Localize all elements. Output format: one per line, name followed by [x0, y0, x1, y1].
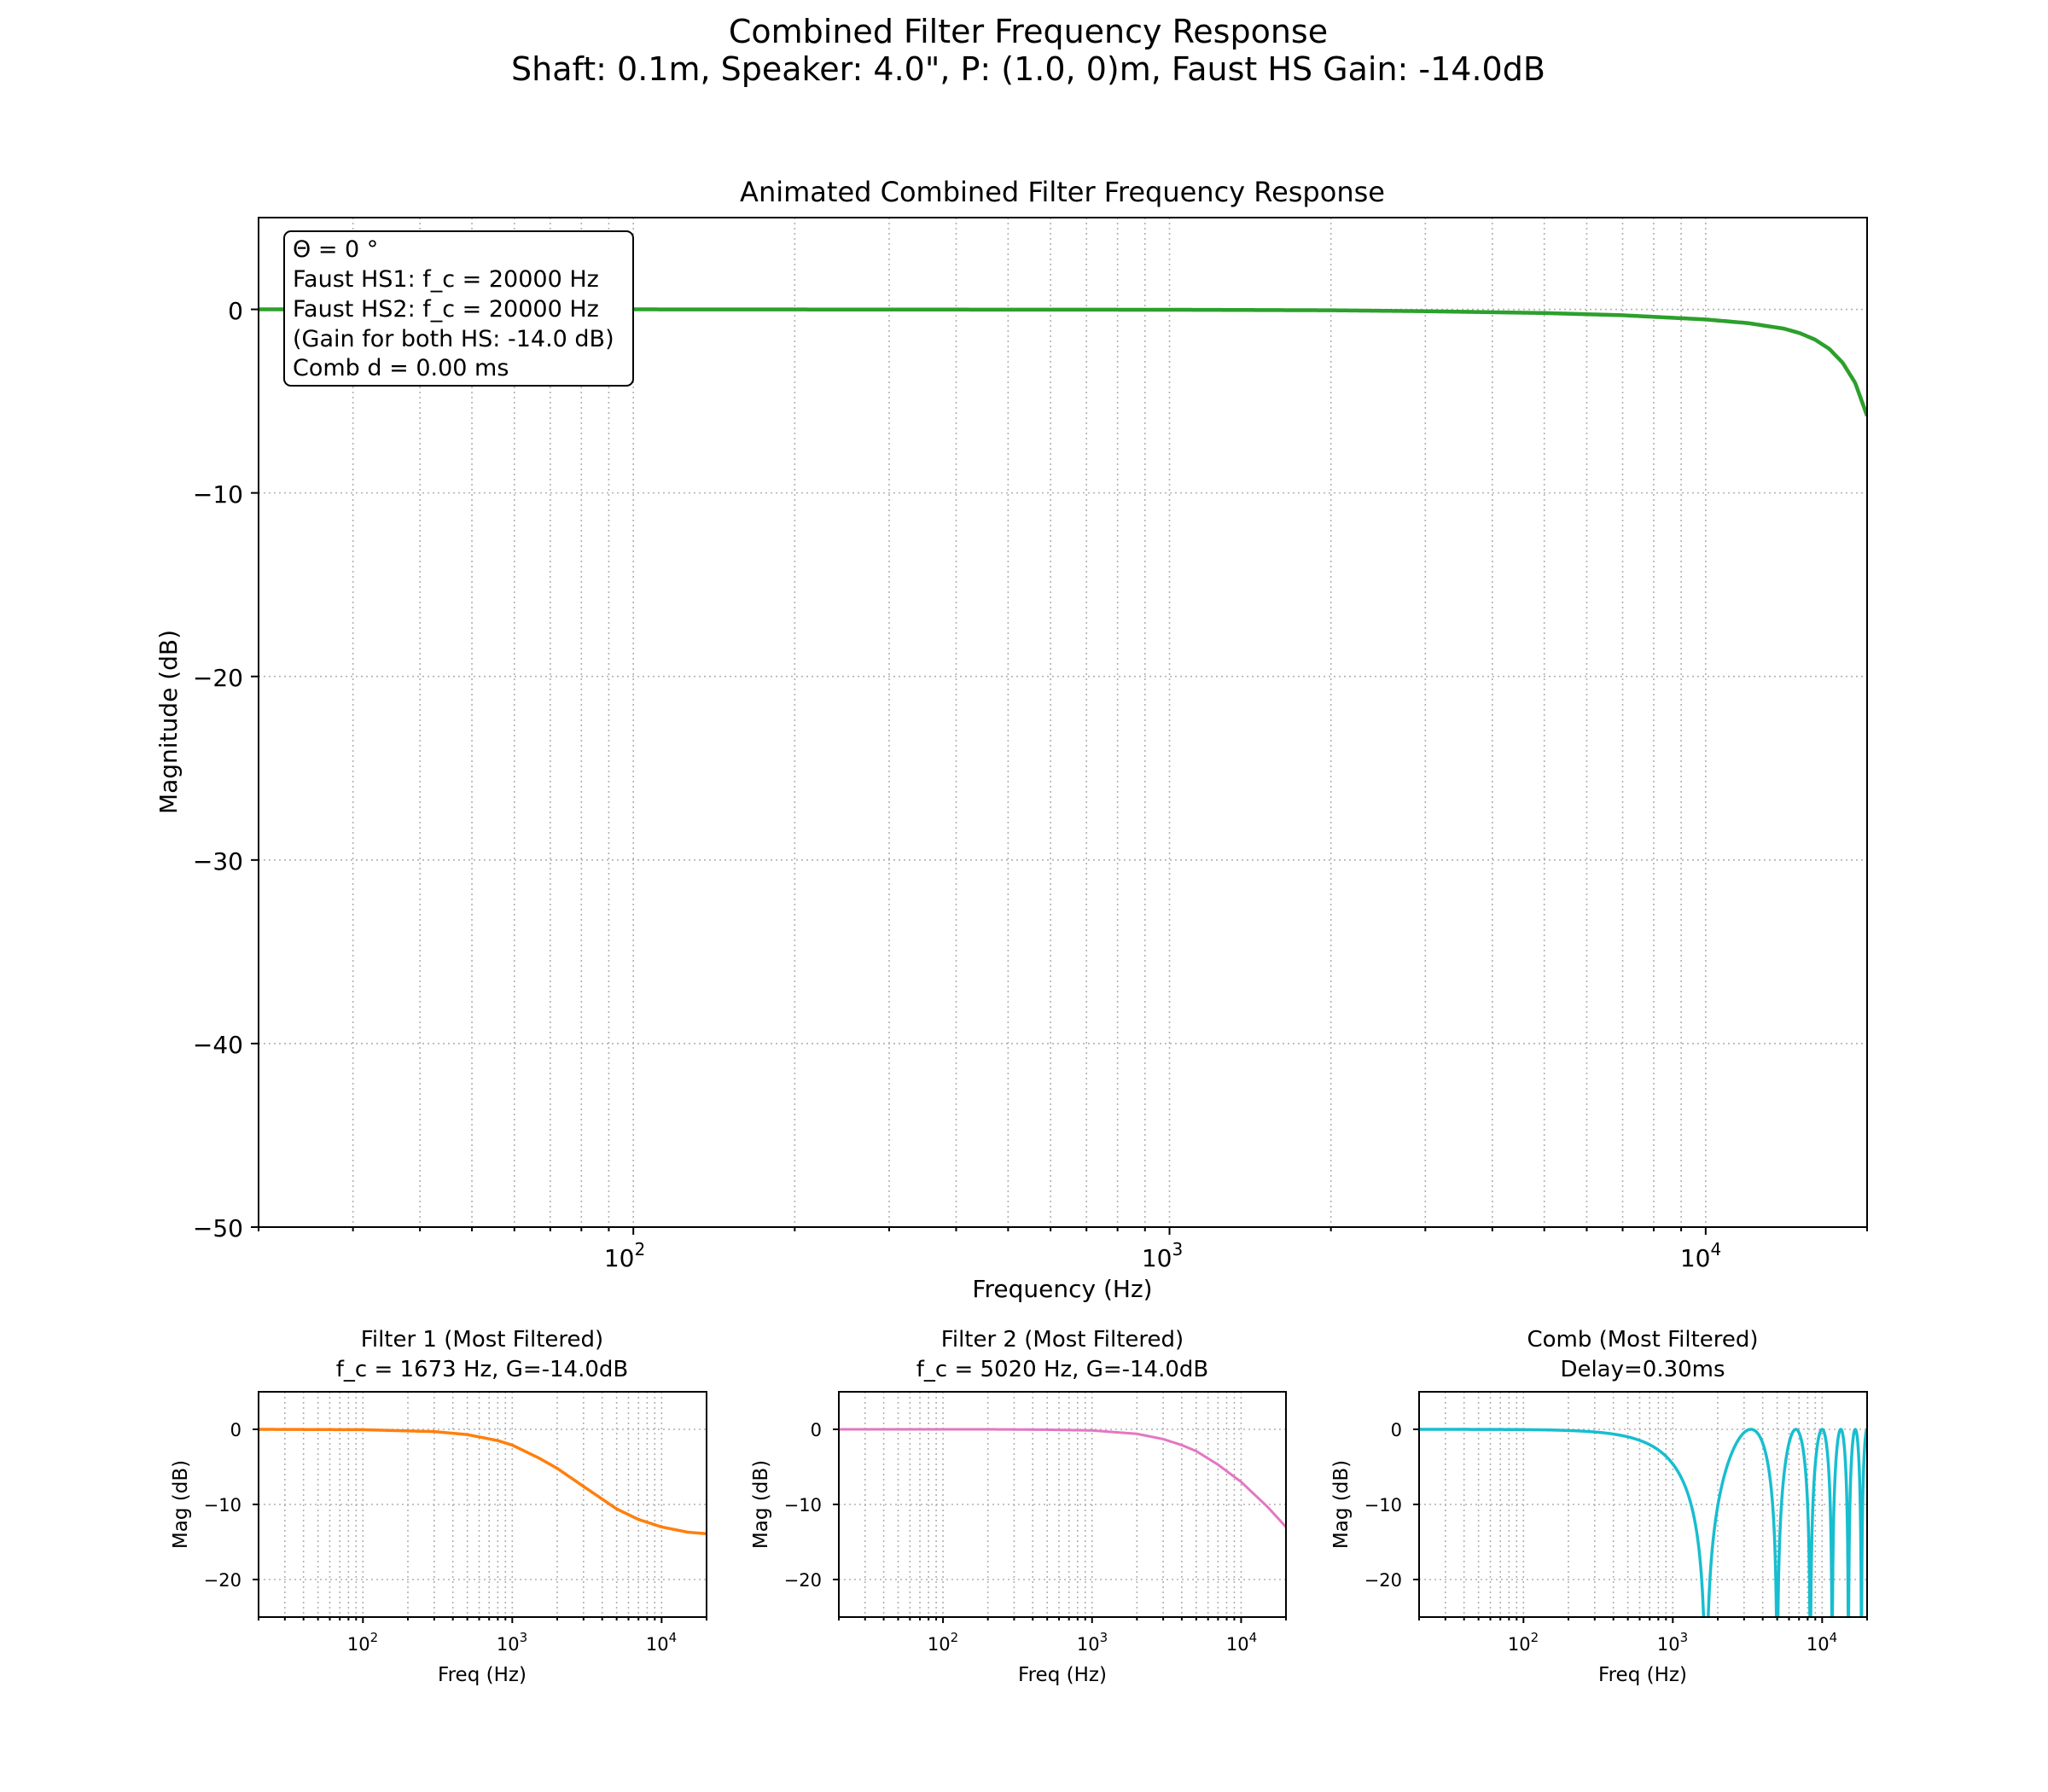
main-annotation-box: Θ = 0 ° Faust HS1: f_c = 20000 Hz Faust …: [283, 230, 634, 387]
main-x-axis-label: Frequency (Hz): [972, 1275, 1152, 1303]
main-ticks: [251, 308, 1868, 1235]
main-ytick-label: −10: [193, 480, 243, 509]
annotation-comb: Comb d = 0.00 ms: [293, 355, 509, 381]
filter1-title-line-2: f_c = 1673 Hz, G=-14.0dB: [336, 1357, 628, 1382]
annotation-hs1: Faust HS1: f_c = 20000 Hz: [293, 266, 599, 293]
comb-xtick-label: 103: [1657, 1630, 1688, 1655]
main-xtick-label: 102: [604, 1239, 645, 1272]
filter2-series: [839, 1428, 1286, 1528]
filter1-ticks: [253, 1428, 707, 1623]
filter2-ytick-label: 0: [811, 1420, 822, 1440]
filter2-grid: [838, 1392, 1287, 1617]
comb-title-line-1: Comb (Most Filtered): [1527, 1327, 1758, 1353]
filter1-xtick-label: 102: [347, 1630, 378, 1655]
comb-series: [1419, 1428, 1867, 1617]
filter2-xtick-label: 103: [1077, 1630, 1108, 1655]
main-chart: Animated Combined Filter Frequency Respo…: [154, 176, 1868, 1303]
comb-ytick-label: −10: [1364, 1495, 1402, 1516]
filter1-grid: [258, 1392, 707, 1617]
comb-xtick-label: 104: [1807, 1630, 1837, 1655]
main-chart-title: Animated Combined Filter Frequency Respo…: [740, 176, 1385, 208]
comb-grid: [1418, 1392, 1868, 1617]
filter2-x-axis-label: Freq (Hz): [1018, 1664, 1107, 1686]
filter2-chart: Filter 2 (Most Filtered) f_c = 5020 Hz, …: [750, 1327, 1287, 1686]
filter2-title-line-2: f_c = 5020 Hz, G=-14.0dB: [916, 1357, 1208, 1382]
filter2-ytick-label: −20: [784, 1570, 822, 1591]
annotation-theta: Θ = 0 °: [293, 236, 378, 263]
filter1-ytick-label: −10: [204, 1495, 241, 1516]
comb-title-line-2: Delay=0.30ms: [1560, 1357, 1725, 1382]
filter1-series: [259, 1428, 707, 1536]
filter2-ticks: [833, 1428, 1287, 1623]
filter2-xtick-label: 102: [928, 1630, 958, 1655]
filter1-x-axis-label: Freq (Hz): [438, 1664, 527, 1686]
filter1-ytick-label: 0: [230, 1420, 241, 1440]
annotation-hs2: Faust HS2: f_c = 20000 Hz: [293, 296, 599, 323]
comb-x-axis-label: Freq (Hz): [1598, 1664, 1687, 1686]
filter1-ytick-label: −20: [204, 1570, 241, 1591]
main-ytick-label: −20: [193, 664, 243, 692]
main-xtick-label: 104: [1680, 1239, 1721, 1272]
comb-y-axis-label: Mag (dB): [1330, 1460, 1353, 1549]
comb-ytick-label: −20: [1364, 1570, 1402, 1591]
comb-xtick-label: 102: [1508, 1630, 1539, 1655]
filter1-xtick-label: 104: [646, 1630, 677, 1655]
comb-chart: Comb (Most Filtered) Delay=0.30ms 0 −10 …: [1330, 1327, 1868, 1686]
filter2-xtick-label: 104: [1226, 1630, 1257, 1655]
main-ytick-label: 0: [228, 297, 243, 325]
comb-ytick-label: 0: [1391, 1420, 1402, 1440]
filter2-ytick-label: −10: [784, 1495, 822, 1516]
main-axes-frame: [258, 217, 1868, 1228]
filter1-chart: Filter 1 (Most Filtered) f_c = 1673 Hz, …: [170, 1327, 707, 1686]
main-ytick-label: −50: [193, 1214, 243, 1242]
comb-ticks: [1413, 1428, 1868, 1623]
filter2-title-line-1: Filter 2 (Most Filtered): [941, 1327, 1184, 1353]
annotation-gain: (Gain for both HS: -14.0 dB): [293, 326, 614, 352]
figure-title-line-1: Combined Filter Frequency Response: [729, 13, 1328, 50]
filter1-title-line-1: Filter 1 (Most Filtered): [361, 1327, 603, 1353]
main-ytick-label: −30: [193, 847, 243, 876]
figure-title-line-2: Shaft: 0.1m, Speaker: 4.0", P: (1.0, 0)m…: [511, 50, 1545, 88]
main-xtick-label: 103: [1142, 1239, 1183, 1272]
comb-response-line: [1419, 1428, 1867, 1617]
main-ytick-label: −40: [193, 1031, 243, 1059]
filter1-y-axis-label: Mag (dB): [170, 1460, 192, 1549]
main-y-axis-label: Magnitude (dB): [154, 630, 183, 814]
filter1-response-line: [259, 1428, 707, 1536]
filter1-xtick-label: 103: [497, 1630, 527, 1655]
filter2-response-line: [839, 1428, 1286, 1528]
filter2-y-axis-label: Mag (dB): [750, 1460, 772, 1549]
